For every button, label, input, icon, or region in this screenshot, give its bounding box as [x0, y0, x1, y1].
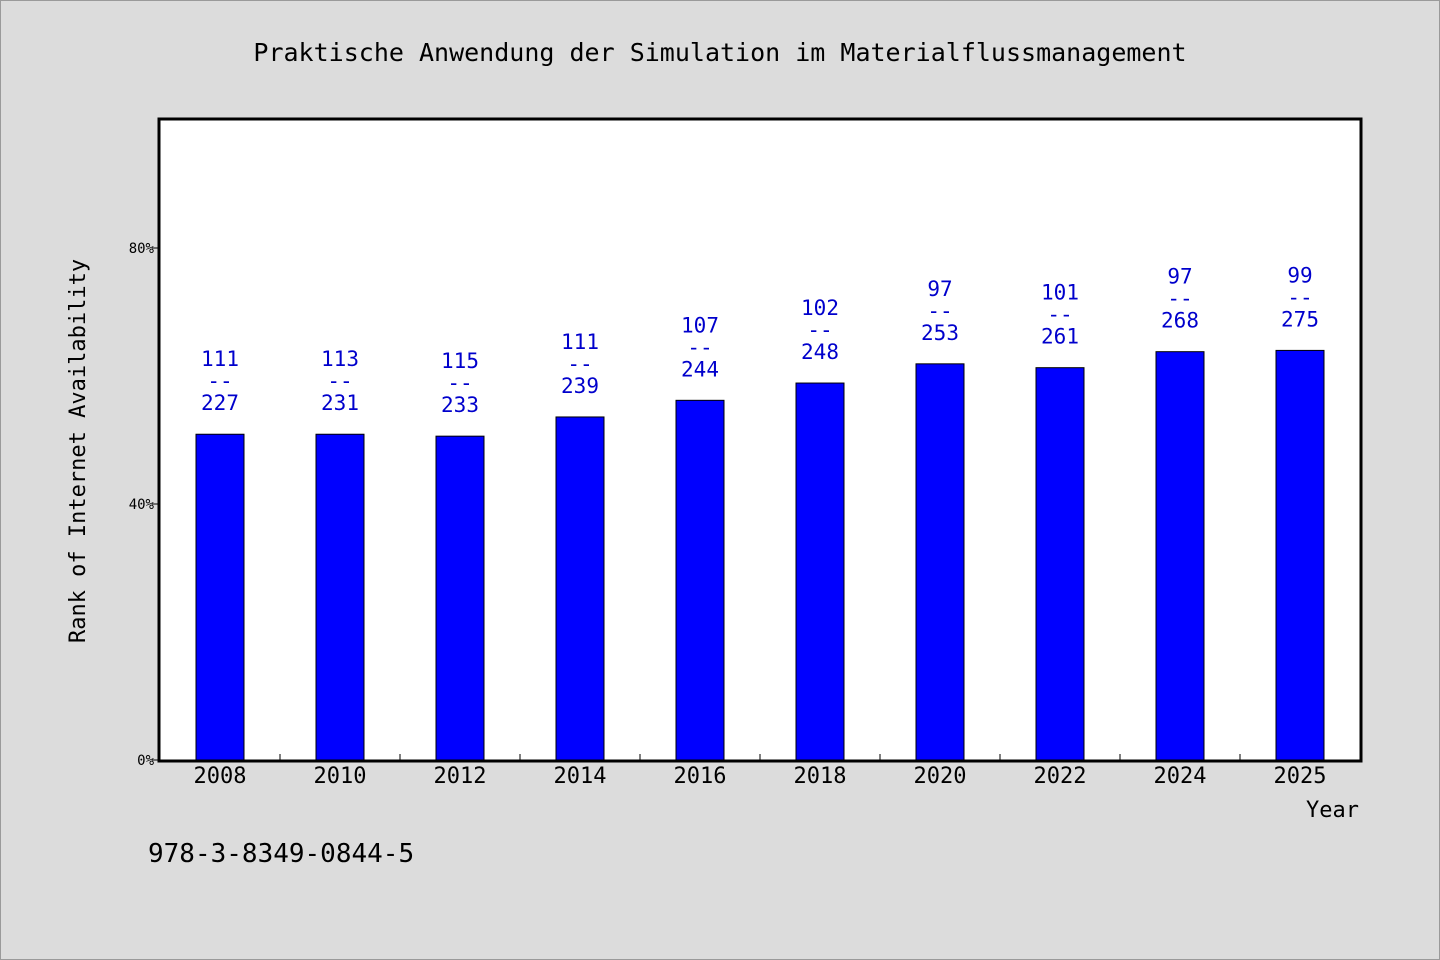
x-tick-label: 2024	[1154, 764, 1207, 789]
bar-label-top: 111	[561, 330, 599, 354]
bar-labels: 111--227113--231115--233111--239107--244…	[201, 263, 1319, 417]
bar-2012	[435, 435, 485, 761]
bar-2016	[675, 399, 725, 761]
bar-label-top: 101	[1041, 281, 1079, 305]
x-tick-label: 2010	[314, 764, 367, 789]
x-tick-label: 2022	[1034, 764, 1087, 789]
bar-label-top: 115	[441, 349, 479, 373]
bar-label-sep: --	[1047, 303, 1072, 327]
bar-label-sep: --	[207, 369, 232, 393]
bar-label-top: 99	[1287, 263, 1312, 287]
bar-label-sep: --	[327, 369, 352, 393]
bar-label-sep: --	[927, 299, 952, 323]
x-tick-label: 2012	[434, 764, 487, 789]
x-tick-label: 2008	[194, 764, 247, 789]
x-tick-label: 2014	[554, 764, 607, 789]
bar-label-bottom: 248	[801, 340, 839, 364]
bar-label-sep: --	[687, 335, 712, 359]
bar-label-bottom: 239	[561, 374, 599, 398]
bar-label-sep: --	[1167, 287, 1192, 311]
bar-2008	[195, 433, 245, 761]
bar-2014	[555, 416, 605, 761]
bar-2024	[1155, 351, 1205, 761]
isbn-text: 978-3-8349-0844-5	[148, 839, 414, 869]
y-tick-label: 0%	[137, 753, 154, 769]
bar-label-sep: --	[447, 371, 472, 395]
x-tick-label: 2016	[674, 764, 727, 789]
y-tick-label: 40%	[129, 497, 155, 513]
x-tick-labels: 2008 2010 2012 2014 2016 2018 2020 2022 2024 2025	[194, 764, 1327, 789]
bar-label-bottom: 261	[1041, 325, 1079, 349]
bar-label-bottom: 233	[441, 393, 479, 417]
bar-label-top: 97	[927, 277, 952, 301]
x-axis-ticks	[279, 754, 1241, 760]
bar-label-top: 111	[201, 347, 239, 371]
bar-2020	[915, 363, 965, 761]
chart-title: Praktische Anwendung der Simulation im M…	[253, 38, 1186, 67]
bar-2018	[795, 382, 845, 761]
x-tick-label: 2025	[1274, 764, 1327, 789]
bar-label-sep: --	[567, 352, 592, 376]
y-axis-ticks: 0% 40% 80%	[129, 241, 160, 769]
x-axis-label: Year	[1306, 798, 1359, 823]
bar-label-bottom: 275	[1281, 307, 1319, 331]
bar-label-top: 113	[321, 347, 359, 371]
bars	[195, 349, 1325, 761]
y-tick-label: 80%	[129, 241, 155, 257]
x-tick-label: 2018	[794, 764, 847, 789]
bar-label-bottom: 244	[681, 357, 719, 381]
bar-2022	[1035, 367, 1085, 761]
bar-2025	[1275, 349, 1325, 761]
bar-label-sep: --	[807, 318, 832, 342]
bar-label-top: 102	[801, 296, 839, 320]
bar-label-bottom: 231	[321, 391, 359, 415]
bar-label-top: 107	[681, 313, 719, 337]
bar-2010	[315, 433, 365, 761]
y-axis-label: Rank of Internet Availability	[66, 259, 91, 643]
bar-label-sep: --	[1287, 285, 1312, 309]
x-tick-label: 2020	[914, 764, 967, 789]
bar-label-top: 97	[1167, 265, 1192, 289]
bar-label-bottom: 227	[201, 391, 239, 415]
bar-label-bottom: 253	[921, 321, 959, 345]
bar-label-bottom: 268	[1161, 309, 1199, 333]
